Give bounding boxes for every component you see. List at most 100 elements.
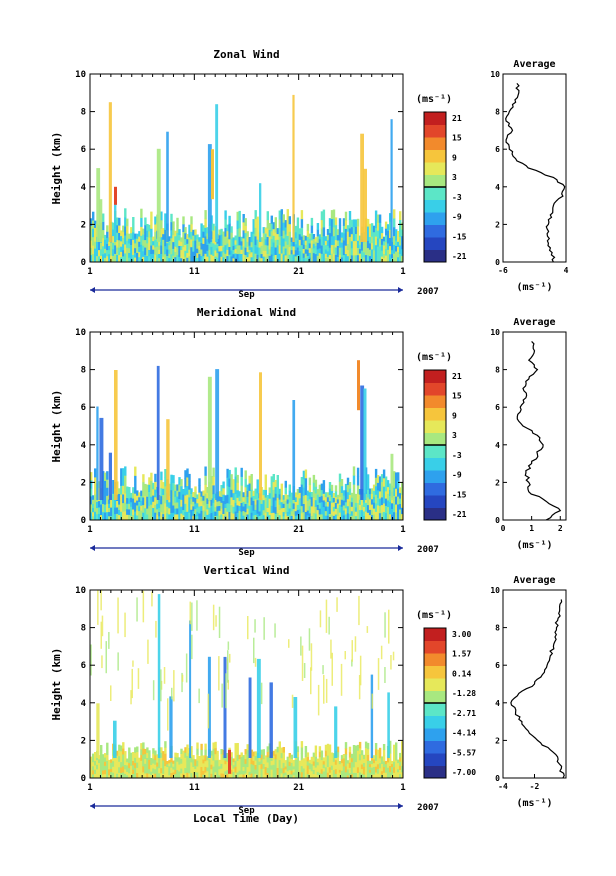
heatmap-cell (344, 236, 348, 246)
heatmap-cell (395, 240, 398, 246)
heatmap-cell (399, 769, 402, 775)
heatmap-cell (174, 773, 177, 779)
heatmap-cell (372, 255, 376, 263)
heatmap-cell (318, 238, 322, 244)
heatmap-cell (156, 774, 159, 779)
heatmap-cell (260, 498, 263, 504)
heatmap-cell (110, 685, 112, 701)
heatmap-cell (318, 762, 322, 768)
heatmap-cell (104, 239, 107, 245)
heatmap-cell (306, 230, 310, 237)
heatmap-cell (148, 505, 151, 514)
heatmap-cell (134, 772, 137, 779)
avg-y-tick-label: 2 (495, 478, 500, 487)
heatmap-cell (266, 211, 269, 221)
heatmap-cell (92, 499, 95, 504)
heatmap-cell (382, 766, 386, 773)
heatmap-cell (348, 482, 352, 489)
heatmap-cell (290, 245, 293, 251)
heatmap-cell (254, 657, 257, 667)
heatmap-cell (204, 210, 207, 220)
heatmap-cell (234, 484, 237, 495)
heatmap-cell (310, 247, 314, 256)
heatmap-cell (378, 773, 382, 779)
heatmap-cell (186, 750, 189, 757)
heatmap-cell (148, 512, 151, 521)
avg-y-tick-label: 4 (495, 183, 500, 192)
y-tick-label: 6 (81, 661, 86, 671)
heatmap-cell (200, 242, 203, 250)
heatmap-cell (331, 652, 333, 686)
heatmap-cell (222, 231, 225, 237)
heatmap-cell (189, 601, 191, 625)
heatmap-cell (242, 501, 245, 507)
heatmap-cell (174, 235, 177, 242)
heatmap-cell (344, 245, 348, 254)
heatmap-cell (318, 502, 322, 509)
heatmap-cell (152, 753, 155, 759)
heatmap-cell (372, 502, 376, 509)
heatmap-cell (370, 763, 374, 768)
heatmap-cell (150, 504, 153, 513)
heatmap-cell (374, 485, 378, 495)
heatmap-cell (228, 246, 231, 255)
heatmap-cell (268, 503, 271, 510)
heatmap-cell (202, 505, 205, 511)
heatmap-cell (280, 244, 283, 254)
heatmap-cell (244, 240, 247, 248)
panel-title: Meridional Wind (197, 306, 296, 319)
heatmap-cell (154, 231, 157, 240)
heatmap-cell (374, 253, 378, 263)
heatmap-cell (178, 229, 181, 235)
heatmap-cell (174, 496, 177, 503)
heatmap-cell (146, 772, 149, 779)
heatmap-cell (304, 244, 308, 250)
heatmap-cell (134, 747, 137, 753)
heatmap-cell (190, 216, 193, 225)
heatmap-cell (352, 219, 356, 227)
heatmap-cell (234, 760, 237, 767)
heatmap-cell (210, 764, 213, 770)
heatmap-cell (96, 768, 99, 774)
heatmap-cell (184, 478, 187, 488)
heatmap-cell (158, 499, 161, 504)
heatmap-cell (152, 748, 155, 754)
heatmap-cell (298, 763, 302, 767)
heatmap-cell (96, 501, 99, 509)
heatmap-cell (260, 253, 263, 259)
heatmap-cell (120, 750, 123, 757)
heatmap-cell (382, 240, 386, 246)
heatmap-cell (114, 507, 117, 515)
heatmap-cell (212, 502, 215, 512)
heatmap-cell (234, 239, 237, 245)
heatmap-cell (212, 760, 215, 767)
heatmap-cell (208, 243, 211, 250)
heatmap-cell (136, 247, 139, 253)
colorbar-tick-label: 9 (452, 153, 457, 162)
heatmap-cell (320, 764, 324, 770)
heatmap-cell (180, 748, 183, 754)
heatmap-cell (258, 774, 261, 779)
heatmap-cell (290, 758, 293, 763)
heatmap-cell (280, 513, 283, 521)
heatmap-cell (308, 238, 312, 244)
heatmap-cell (92, 211, 95, 221)
heatmap-cell (362, 242, 366, 248)
heatmap-cell (282, 214, 285, 223)
heatmap-cell (290, 501, 293, 507)
heatmap-cell (128, 767, 131, 774)
heatmap-cell (116, 750, 119, 756)
heatmap-cell (234, 493, 237, 503)
heatmap-cell (92, 757, 95, 763)
heatmap-cell (212, 476, 215, 486)
heatmap-cell (144, 217, 147, 226)
heatmap-cell (294, 506, 298, 512)
heatmap-cell (354, 750, 358, 757)
heatmap-cell (380, 770, 384, 775)
heatmap-cell (314, 245, 318, 250)
heatmap-cell (300, 505, 304, 514)
heatmap-cell (290, 492, 293, 498)
heatmap-cell (226, 249, 229, 257)
heatmap-cell (172, 497, 175, 506)
heatmap-cell (368, 769, 372, 773)
